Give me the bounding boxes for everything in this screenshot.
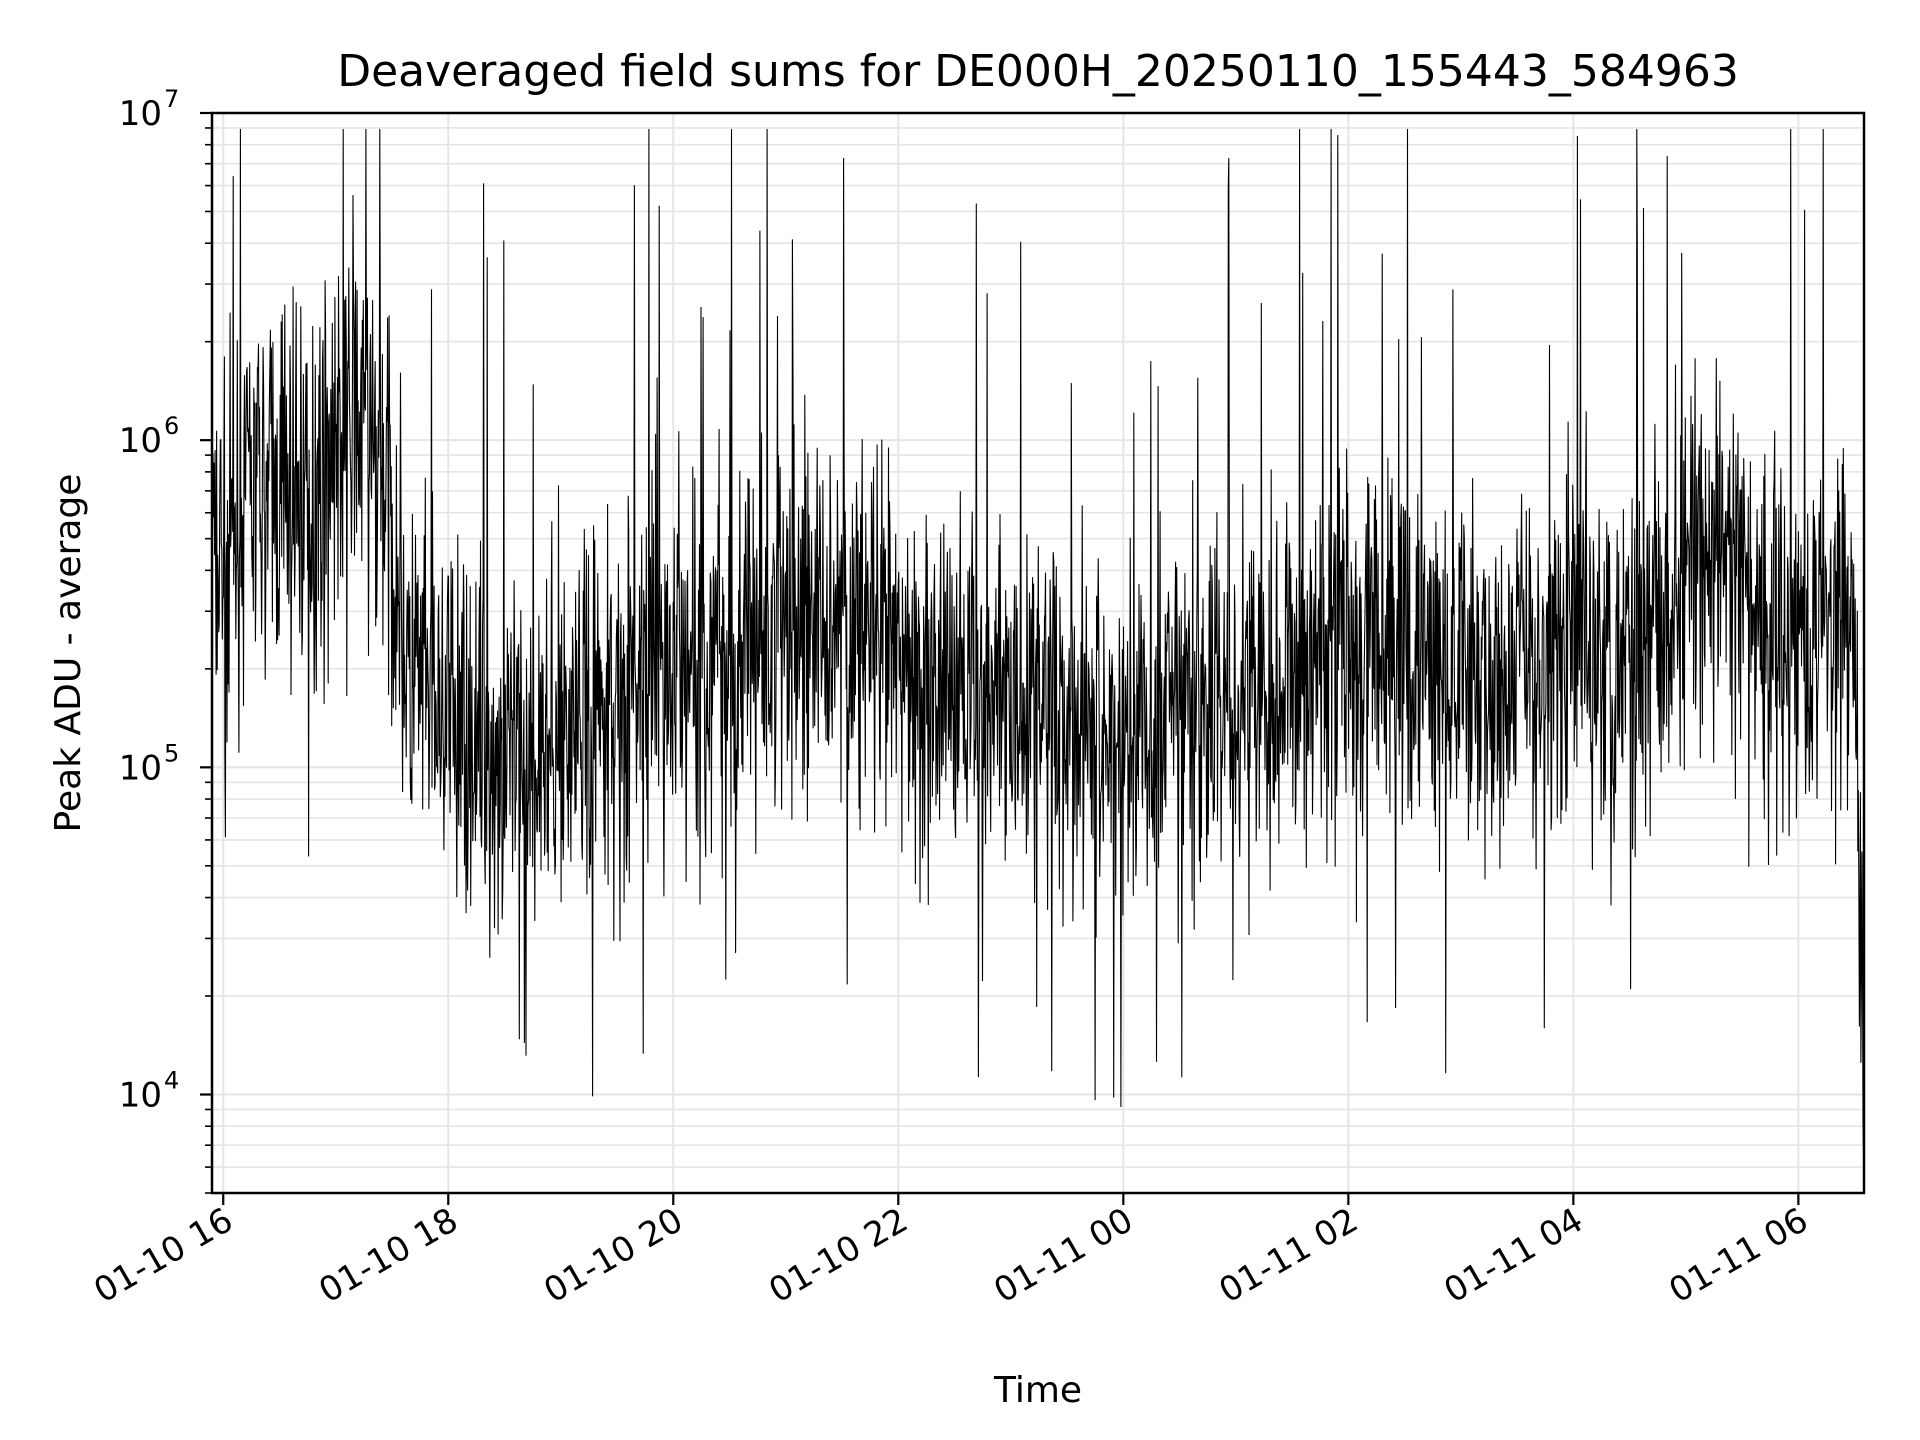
y-tick-exponent: 7 [164,85,179,113]
y-tick-label: 10 [119,1076,162,1116]
grid [212,113,1864,1194]
y-tick-exponent: 6 [164,412,179,440]
series-line [211,128,1865,1154]
y-tick-exponent: 5 [164,739,179,767]
chart-title: Deaveraged field sums for DE000H_2025011… [337,46,1739,97]
plot-frame [210,111,1866,1195]
y-tick-label: 10 [119,94,162,134]
y-tick-exponent: 4 [164,1067,179,1095]
y-axis-label: Peak ADU - average [48,474,89,833]
x-axis-label: Time [993,1370,1082,1411]
y-tick-label: 10 [119,421,162,461]
y-tick-label: 10 [119,748,162,788]
series-layer [211,128,1865,1154]
